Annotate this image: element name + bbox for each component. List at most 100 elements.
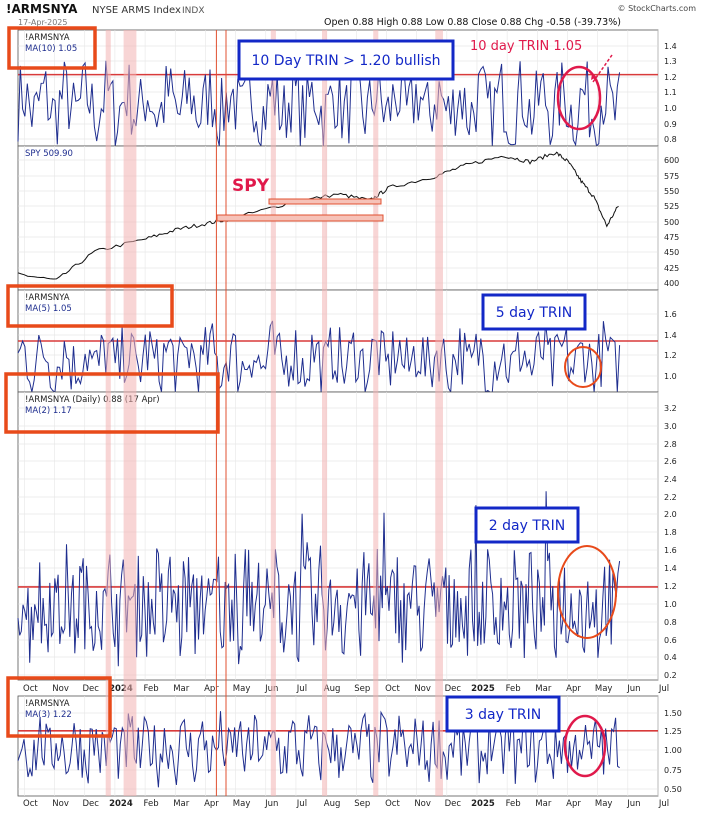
annotation-box-label: 5 day TRIN bbox=[496, 305, 572, 321]
highlight-band bbox=[435, 30, 443, 796]
series-line-ma3 bbox=[17, 710, 620, 788]
y-tick-label: 0.8 bbox=[664, 135, 677, 144]
x-tick-label: Dec bbox=[83, 684, 100, 694]
y-tick-label: 400 bbox=[664, 279, 679, 288]
y-tick-label: 600 bbox=[664, 156, 679, 165]
x-tick-label: Oct bbox=[385, 799, 400, 809]
x-tick-label: Apr bbox=[566, 799, 581, 809]
support-zone bbox=[216, 214, 384, 222]
y-tick-label: 3.2 bbox=[664, 404, 677, 413]
x-tick-label: 2025 bbox=[471, 799, 495, 809]
annotation-arrowhead bbox=[591, 74, 597, 80]
y-tick-label: 0.50 bbox=[664, 785, 682, 794]
x-tick-label: Feb bbox=[144, 684, 159, 694]
x-tick-label: Dec bbox=[445, 799, 462, 809]
y-tick-label: 0.2 bbox=[664, 671, 677, 680]
y-tick-label: 450 bbox=[664, 248, 679, 257]
legend-title: !ARMSNYA (Daily) 0.88 (17 Apr) bbox=[25, 395, 160, 405]
x-tick-label: Feb bbox=[144, 799, 159, 809]
x-tick-label: Mar bbox=[173, 684, 190, 694]
x-tick-label: Nov bbox=[52, 799, 69, 809]
legend-item: MA(2) 1.17 bbox=[25, 406, 72, 416]
highlight-circle bbox=[564, 346, 602, 388]
y-tick-label: 1.4 bbox=[664, 331, 677, 340]
header-symbol: !ARMSNYA bbox=[6, 2, 78, 16]
annotation-spy-text: SPY bbox=[232, 176, 270, 196]
y-tick-label: 1.2 bbox=[664, 582, 677, 591]
annotation-box bbox=[481, 293, 587, 331]
x-tick-label: Oct bbox=[23, 684, 38, 694]
highlight-circle bbox=[556, 65, 602, 131]
x-tick-label: Jun bbox=[264, 799, 278, 809]
highlight-band bbox=[270, 30, 276, 796]
annotation-box bbox=[445, 695, 561, 733]
series-line-ma5 bbox=[17, 320, 621, 394]
highlight-band bbox=[373, 30, 379, 796]
legend-title: !ARMSNYA bbox=[25, 699, 70, 709]
x-tick-label: May bbox=[595, 799, 613, 809]
y-tick-label: 425 bbox=[664, 264, 679, 273]
x-tick-label: Feb bbox=[506, 684, 521, 694]
y-tick-label: 0.8 bbox=[664, 618, 677, 627]
header-brand: © StockCharts.com bbox=[618, 4, 697, 13]
x-tick-label: Jul bbox=[296, 799, 307, 809]
highlight-band bbox=[322, 30, 328, 796]
legend-daily: !ARMSNYA (Daily) 0.88 (17 Apr)MA(2) 1.17 bbox=[25, 395, 160, 416]
y-tick-label: 1.4 bbox=[664, 42, 677, 51]
x-tick-label: Jun bbox=[626, 684, 640, 694]
header-date: 17-Apr-2025 bbox=[18, 18, 67, 27]
legend-highlight-box bbox=[6, 284, 174, 328]
x-tick-label: Mar bbox=[535, 799, 552, 809]
legend-highlight-box bbox=[7, 26, 97, 70]
header-stats: Open 0.88 High 0.88 Low 0.88 Close 0.88 … bbox=[324, 17, 621, 28]
highlight-circle bbox=[563, 714, 607, 778]
x-tick-label: 2025 bbox=[471, 684, 495, 694]
x-tick-label: Dec bbox=[83, 799, 100, 809]
series-line-daily bbox=[17, 491, 621, 667]
legend-highlight-box bbox=[6, 676, 112, 738]
x-tick-label: Dec bbox=[445, 684, 462, 694]
x-tick-label: Apr bbox=[204, 799, 219, 809]
x-tick-label: Jul bbox=[296, 684, 307, 694]
y-tick-label: 0.9 bbox=[664, 120, 677, 129]
y-tick-label: 1.1 bbox=[664, 88, 677, 97]
x-tick-label: Mar bbox=[535, 684, 552, 694]
legend-title: !ARMSNYA bbox=[25, 33, 70, 43]
legend-title: !ARMSNYA bbox=[25, 293, 70, 303]
x-tick-label: May bbox=[233, 799, 251, 809]
x-tick-label: Sep bbox=[354, 799, 370, 809]
x-tick-label: Aug bbox=[324, 684, 341, 694]
y-tick-label: 1.6 bbox=[664, 546, 677, 555]
x-tick-label: Mar bbox=[173, 799, 190, 809]
y-tick-label: 0.6 bbox=[664, 636, 677, 645]
y-tick-label: 2.0 bbox=[664, 510, 677, 519]
y-tick-label: 2.8 bbox=[664, 440, 677, 449]
x-tick-label: Oct bbox=[385, 684, 400, 694]
x-tick-label: 2024 bbox=[109, 799, 133, 809]
annotations-layer: 10 Day TRIN > 1.20 bullish 5 day TRIN 2 da… bbox=[4, 26, 617, 778]
annotation-box bbox=[237, 39, 455, 81]
support-zone bbox=[268, 198, 382, 205]
y-tick-label: 550 bbox=[664, 187, 679, 196]
y-tick-label: 525 bbox=[664, 202, 679, 211]
y-tick-label: 1.0 bbox=[664, 104, 677, 113]
panel-frame bbox=[17, 695, 659, 797]
header-exchange: INDX bbox=[182, 6, 204, 16]
x-tick-label: Jun bbox=[626, 799, 640, 809]
legend-item: MA(3) 1.22 bbox=[25, 710, 72, 720]
y-tick-label: 2.2 bbox=[664, 493, 677, 502]
x-tick-label: May bbox=[233, 684, 251, 694]
y-tick-label: 1.25 bbox=[664, 727, 682, 736]
y-tick-label: 1.6 bbox=[664, 310, 677, 319]
y-tick-label: 0.4 bbox=[664, 653, 677, 662]
y-tick-label: 1.3 bbox=[664, 57, 677, 66]
annotation-arrow bbox=[592, 54, 613, 83]
x-tick-label: 2024 bbox=[109, 684, 133, 694]
legend-item: MA(5) 1.05 bbox=[25, 304, 72, 314]
